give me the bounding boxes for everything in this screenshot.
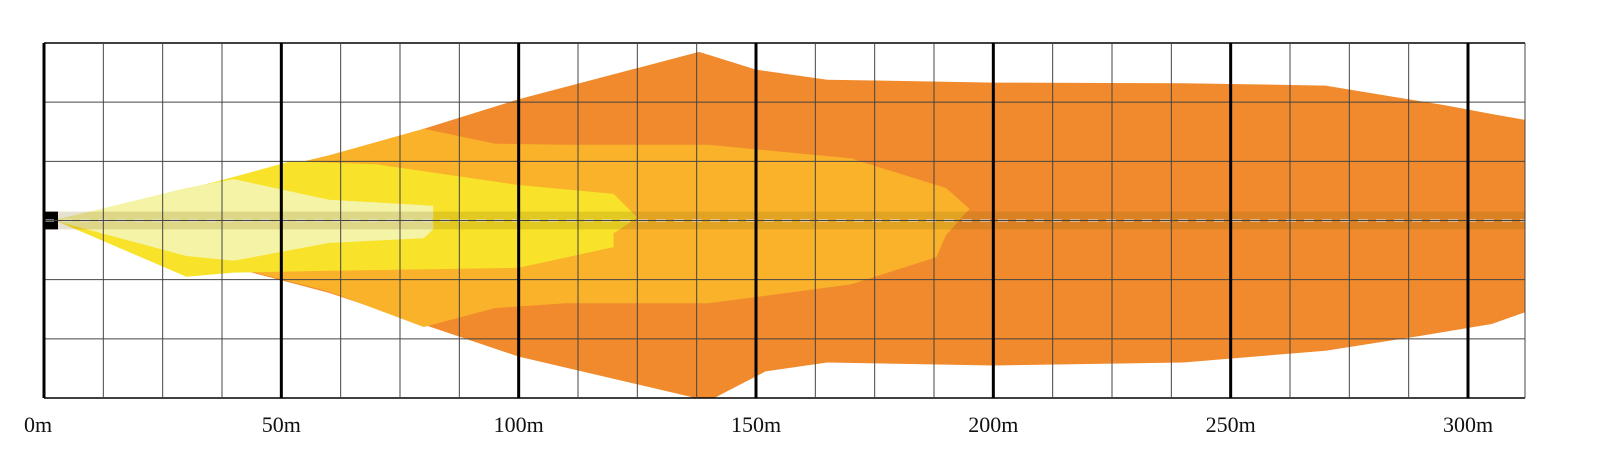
x-tick-label: 100m xyxy=(494,412,544,437)
x-tick-label: 50m xyxy=(262,412,301,437)
x-tick-label: 300m xyxy=(1443,412,1493,437)
grid xyxy=(42,42,1526,399)
x-axis-labels: 0m 50m 100m 150m 200m 250m 300m xyxy=(24,412,1493,437)
x-tick-label: 150m xyxy=(731,412,781,437)
x-tick-label: 250m xyxy=(1206,412,1256,437)
x-tick-label: 200m xyxy=(968,412,1018,437)
x-tick-label: 0m xyxy=(24,412,52,437)
